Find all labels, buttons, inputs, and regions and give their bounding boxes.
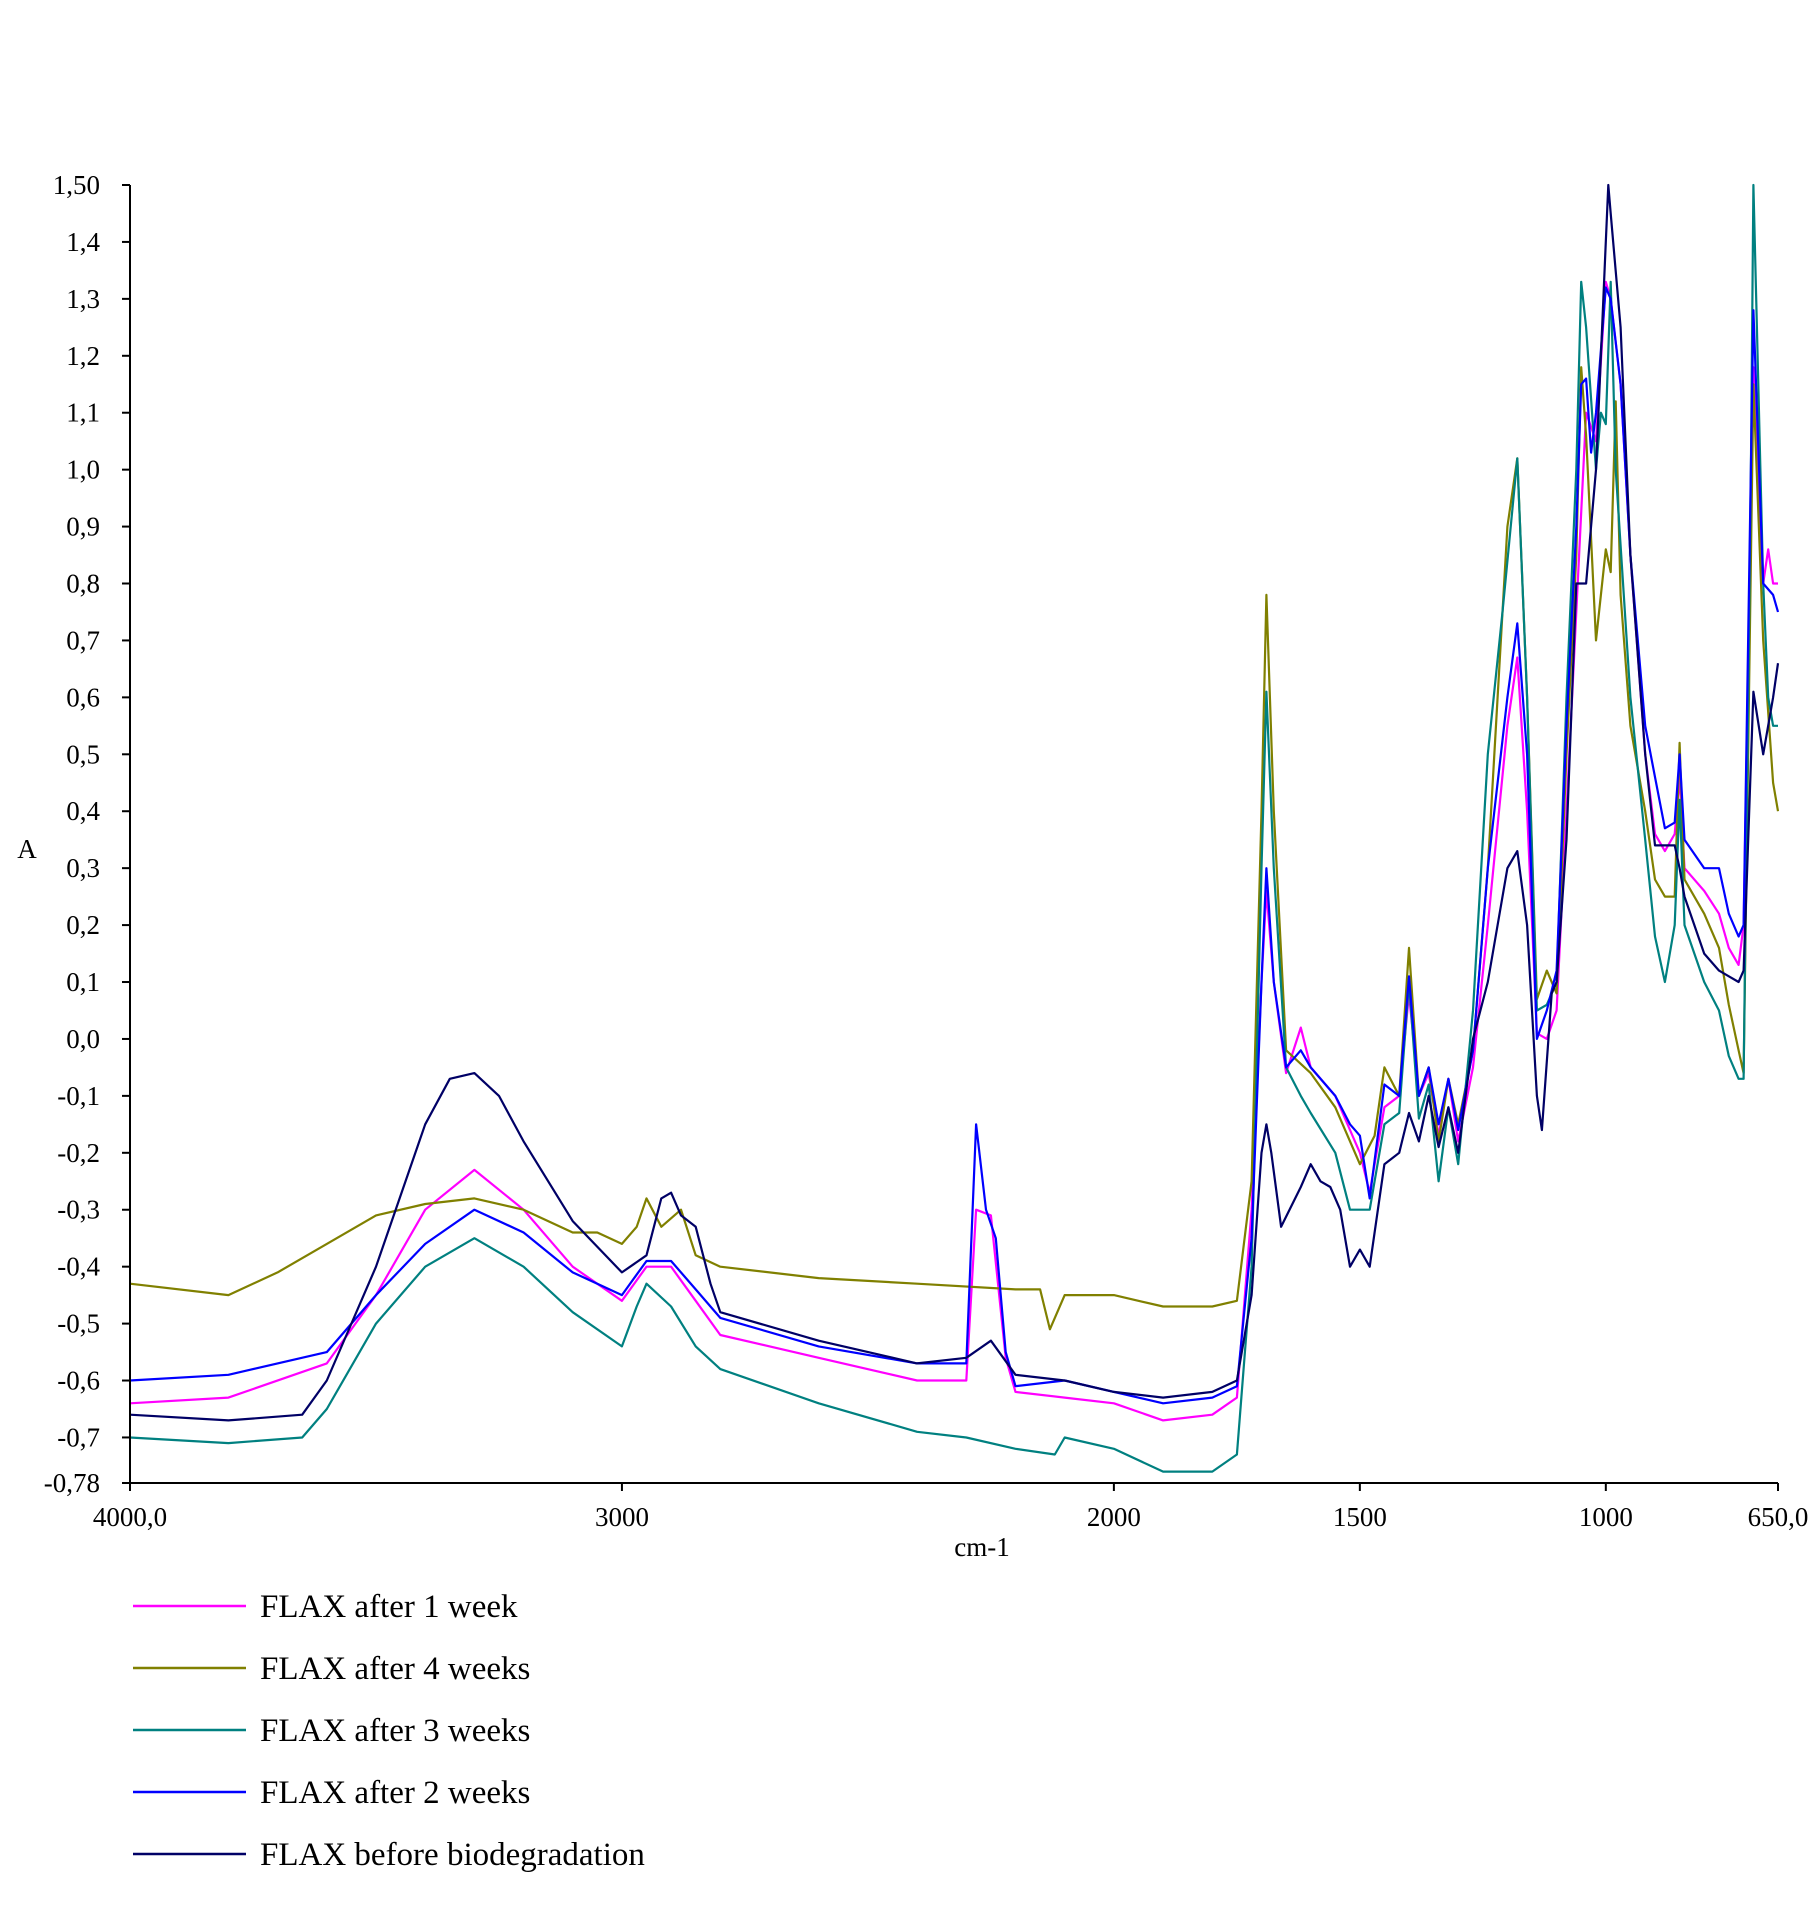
legend-label: FLAX after 3 weeks	[260, 1713, 530, 1749]
y-tick-label: 0,8	[66, 569, 100, 599]
y-tick-label: 0,5	[66, 739, 100, 769]
y-axis-title: A	[17, 834, 37, 864]
y-tick-label: -0,7	[57, 1422, 100, 1452]
y-tick-label: 1,1	[66, 398, 100, 428]
y-tick-label: 0,6	[66, 682, 100, 712]
y-tick-label: 0,3	[66, 853, 100, 883]
y-axis-ticks: 1,50 1,4 1,3 1,2 1,1 1,0 0,9 0,8 0,7 0,6 0,5 0,4 0,3…	[44, 170, 130, 1498]
series-line	[129, 183, 1780, 1422]
legend-label: FLAX before biodegradation	[260, 1837, 645, 1873]
y-tick-label: 1,3	[66, 284, 100, 314]
y-tick-label: 0,1	[66, 967, 100, 997]
y-tick-label: 0,4	[66, 796, 100, 826]
x-tick-label: 3000	[595, 1502, 649, 1532]
y-tick-label: -0,4	[57, 1252, 100, 1282]
x-tick-label: 650,0	[1748, 1502, 1809, 1532]
x-axis-ticks: 4000,0 3000 2000 1500 1000 650,0	[93, 1483, 1809, 1532]
legend: FLAX after 1 week FLAX after 4 weeks FLAX …	[133, 1589, 645, 1873]
legend-label: FLAX after 1 week	[260, 1589, 518, 1625]
y-tick-label: 1,50	[53, 170, 100, 200]
x-tick-label: 1500	[1333, 1502, 1387, 1532]
y-tick-label: 0,2	[66, 910, 100, 940]
x-tick-label: 1000	[1579, 1502, 1633, 1532]
y-tick-label: -0,78	[44, 1468, 100, 1498]
y-tick-label: 1,4	[66, 227, 100, 257]
y-tick-label: 1,2	[66, 341, 100, 371]
legend-label: FLAX after 2 weeks	[260, 1775, 530, 1811]
plot-area	[129, 183, 1780, 1473]
y-tick-label: 0,7	[66, 625, 100, 655]
x-axis-title: cm-1	[954, 1532, 1009, 1562]
y-tick-label: -0,2	[57, 1138, 100, 1168]
y-tick-label: -0,5	[57, 1309, 100, 1339]
y-tick-label: 1,0	[66, 455, 100, 485]
y-tick-label: 0,0	[66, 1024, 100, 1054]
legend-label: FLAX after 4 weeks	[260, 1651, 530, 1687]
x-tick-label: 4000,0	[93, 1502, 167, 1532]
y-tick-label: -0,3	[57, 1195, 100, 1225]
x-tick-label: 2000	[1087, 1502, 1141, 1532]
y-tick-label: -0,1	[57, 1081, 100, 1111]
series-line	[129, 286, 1780, 1405]
y-tick-label: 0,9	[66, 512, 100, 542]
y-tick-label: -0,6	[57, 1366, 100, 1396]
series-line	[129, 183, 1778, 1473]
